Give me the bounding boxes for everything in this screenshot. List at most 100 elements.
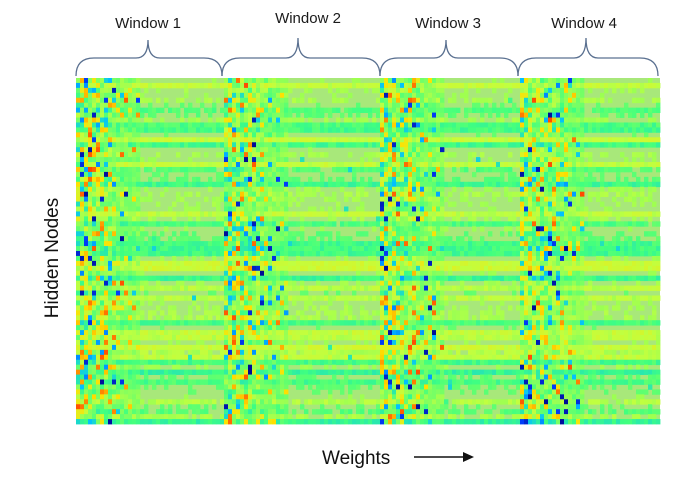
heatmap-cell — [420, 206, 425, 212]
heatmap-cell — [284, 142, 289, 148]
heatmap-cell — [272, 354, 277, 361]
heatmap-cell — [164, 419, 169, 425]
heatmap-cell — [120, 137, 125, 143]
heatmap-cell — [320, 305, 325, 311]
heatmap-cell — [368, 107, 373, 113]
heatmap-cell — [332, 295, 337, 301]
heatmap-cell — [240, 369, 245, 375]
heatmap-cell — [348, 354, 353, 361]
heatmap-cell — [128, 191, 133, 198]
heatmap-cell — [136, 359, 141, 366]
heatmap-cell — [244, 275, 249, 282]
heatmap-cell — [404, 374, 409, 380]
heatmap-cell — [332, 142, 337, 148]
heatmap-cell — [136, 260, 141, 267]
heatmap-cell — [164, 409, 169, 415]
heatmap-cell — [92, 349, 97, 356]
heatmap-cell — [380, 320, 385, 326]
heatmap-cell — [116, 295, 121, 301]
heatmap-cell — [284, 409, 289, 415]
heatmap-cell — [320, 107, 325, 113]
heatmap-cell — [228, 246, 233, 252]
heatmap-cell — [268, 162, 273, 168]
heatmap-cell — [184, 414, 189, 420]
heatmap-cell — [256, 315, 261, 321]
heatmap-cell — [96, 344, 101, 351]
heatmap-cell — [248, 166, 253, 173]
heatmap-cell — [340, 379, 345, 385]
heatmap-cell — [400, 117, 405, 123]
heatmap-cell — [316, 265, 321, 272]
heatmap-cell — [236, 354, 241, 361]
heatmap-cell — [92, 404, 97, 410]
heatmap-cell — [244, 221, 249, 227]
heatmap-cell — [384, 216, 389, 222]
heatmap-cell — [76, 176, 81, 183]
heatmap-cell — [100, 127, 105, 133]
heatmap-cell — [280, 325, 285, 331]
heatmap-cell — [308, 162, 313, 168]
heatmap-cell — [156, 122, 161, 128]
heatmap-cell — [372, 349, 377, 356]
heatmap-cell — [404, 186, 409, 193]
heatmap-cell — [128, 414, 133, 420]
heatmap-cell — [240, 404, 245, 410]
heatmap-cell — [232, 246, 237, 252]
heatmap-cell — [424, 246, 429, 252]
heatmap-cell — [148, 82, 153, 89]
heatmap-cell — [132, 117, 137, 123]
heatmap-cell — [384, 171, 389, 178]
heatmap-cell — [388, 112, 393, 118]
heatmap-cell — [184, 201, 189, 207]
heatmap-cell — [220, 315, 225, 321]
heatmap-cell — [412, 157, 417, 163]
heatmap-cell — [384, 325, 389, 331]
heatmap-cell — [276, 117, 281, 123]
heatmap-cell — [364, 344, 369, 351]
heatmap-cell — [220, 354, 225, 361]
heatmap-cell — [396, 305, 401, 311]
heatmap-cell — [240, 414, 245, 420]
heatmap-cell — [208, 369, 213, 375]
heatmap-cell — [412, 181, 417, 188]
heatmap-cell — [156, 409, 161, 415]
heatmap-cell — [388, 241, 393, 247]
heatmap-cell — [156, 211, 161, 217]
heatmap-cell — [408, 270, 413, 277]
heatmap-cell — [300, 142, 305, 148]
heatmap-cell — [100, 147, 105, 153]
heatmap-cell — [396, 320, 401, 326]
heatmap-cell — [168, 162, 173, 168]
heatmap-cell — [380, 142, 385, 148]
heatmap-cell — [224, 162, 229, 168]
heatmap-cell — [240, 255, 245, 262]
heatmap-cell — [148, 122, 153, 128]
heatmap-cell — [108, 142, 113, 148]
heatmap-cell — [424, 335, 429, 341]
heatmap-cell — [312, 369, 317, 375]
heatmap-cell — [368, 152, 373, 158]
heatmap-cell — [256, 384, 261, 390]
heatmap-cell — [272, 290, 277, 296]
heatmap-cell — [168, 251, 173, 257]
heatmap-cell — [360, 285, 365, 291]
heatmap-cell — [88, 330, 93, 336]
heatmap-cell — [236, 181, 241, 188]
heatmap-cell — [268, 290, 273, 296]
heatmap-cell — [76, 147, 81, 153]
heatmap-cell — [156, 364, 161, 371]
heatmap-cell — [344, 211, 349, 217]
heatmap-cell — [304, 87, 309, 94]
heatmap-cell — [348, 92, 353, 99]
heatmap-cell — [124, 409, 129, 415]
heatmap-cell — [348, 379, 353, 385]
heatmap-cell — [340, 315, 345, 321]
heatmap-cell — [188, 315, 193, 321]
heatmap-cell — [248, 325, 253, 331]
heatmap-cell — [136, 369, 141, 375]
heatmap-cell — [340, 419, 345, 425]
heatmap-cell — [288, 137, 293, 143]
heatmap-cell — [424, 226, 429, 232]
heatmap-cell — [140, 275, 145, 282]
heatmap-cell — [420, 191, 425, 198]
